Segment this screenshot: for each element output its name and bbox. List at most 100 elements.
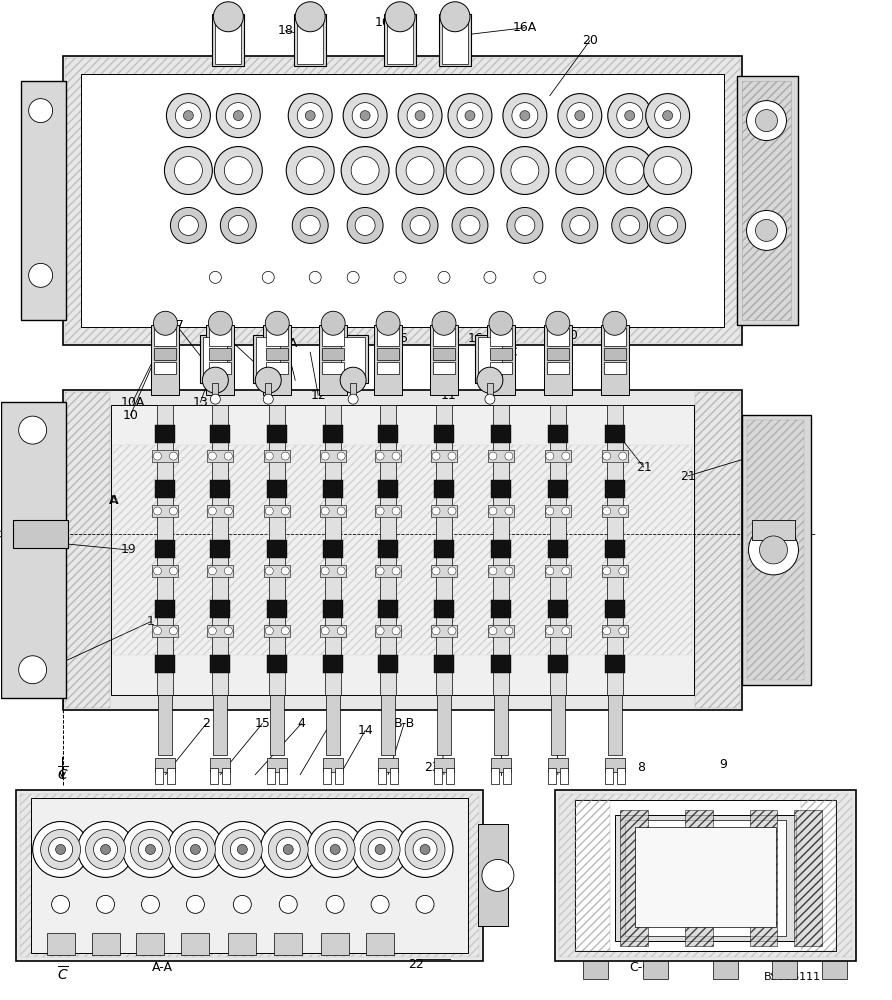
Bar (547, 362, 569, 374)
Bar (168, 768, 176, 784)
Text: 4: 4 (297, 717, 305, 730)
Circle shape (503, 94, 547, 138)
Bar (376, 450, 401, 462)
Circle shape (321, 627, 329, 635)
Bar (741, 415, 812, 685)
Circle shape (255, 367, 281, 393)
Text: 9: 9 (720, 758, 728, 771)
Circle shape (225, 452, 232, 460)
Bar (377, 362, 399, 374)
Circle shape (355, 215, 376, 235)
Bar (605, 758, 624, 772)
Circle shape (265, 452, 273, 460)
Circle shape (624, 111, 635, 121)
Circle shape (615, 157, 644, 184)
Circle shape (86, 829, 126, 869)
Circle shape (184, 111, 194, 121)
Bar (488, 505, 514, 517)
Circle shape (323, 837, 347, 861)
Bar (378, 655, 398, 673)
Bar (548, 600, 568, 618)
Text: 16A: 16A (274, 337, 299, 350)
Bar (207, 505, 234, 517)
Text: 7: 7 (553, 717, 561, 730)
Circle shape (352, 103, 378, 129)
Bar (605, 600, 624, 618)
Bar (490, 362, 512, 374)
Bar (268, 655, 287, 673)
Bar (491, 768, 499, 784)
Bar (442, 16, 468, 64)
Circle shape (505, 627, 513, 635)
Bar (772, 961, 797, 979)
Bar (212, 405, 228, 695)
Circle shape (612, 207, 648, 243)
Bar (378, 758, 398, 772)
Circle shape (340, 367, 366, 393)
Bar (323, 540, 343, 558)
Bar (431, 450, 457, 462)
Circle shape (347, 271, 359, 283)
Circle shape (566, 157, 594, 184)
Text: B-B: B-B (393, 717, 415, 730)
Circle shape (603, 567, 611, 575)
Bar (152, 325, 179, 395)
Bar (351, 383, 356, 395)
Bar (326, 695, 340, 755)
Bar (494, 695, 508, 755)
Bar (604, 348, 625, 360)
Bar (268, 425, 287, 443)
Bar (615, 815, 797, 941)
Text: 21: 21 (636, 461, 651, 474)
Circle shape (265, 627, 273, 635)
Circle shape (649, 207, 686, 243)
Bar (488, 450, 514, 462)
Circle shape (644, 147, 691, 194)
Circle shape (415, 111, 425, 121)
Text: 20: 20 (562, 329, 578, 342)
Bar (548, 758, 568, 772)
Circle shape (620, 215, 640, 235)
Bar (279, 768, 287, 784)
Bar (431, 505, 457, 517)
Circle shape (397, 821, 453, 877)
Bar (602, 450, 628, 462)
Circle shape (176, 103, 202, 129)
Text: 10A: 10A (120, 396, 145, 409)
Circle shape (337, 567, 345, 575)
Circle shape (211, 394, 220, 404)
Circle shape (337, 627, 345, 635)
Text: 19: 19 (120, 543, 136, 556)
Bar (558, 794, 853, 957)
Bar (434, 480, 454, 498)
Bar (153, 505, 178, 517)
Circle shape (562, 207, 598, 243)
Circle shape (288, 94, 332, 138)
Circle shape (432, 507, 440, 515)
Bar (434, 758, 454, 772)
Bar (491, 480, 511, 498)
Circle shape (562, 567, 570, 575)
Text: 3205: 3205 (264, 350, 273, 369)
Circle shape (96, 895, 114, 913)
Bar (155, 655, 176, 673)
Circle shape (142, 895, 160, 913)
Circle shape (756, 110, 778, 132)
Circle shape (456, 157, 484, 184)
Bar (551, 695, 565, 755)
Circle shape (654, 157, 681, 184)
Circle shape (432, 452, 440, 460)
Circle shape (460, 215, 480, 235)
Bar (155, 540, 176, 558)
Circle shape (263, 394, 273, 404)
Bar (228, 933, 256, 955)
Circle shape (457, 103, 483, 129)
Circle shape (446, 147, 494, 194)
Bar (1, 402, 66, 698)
Bar (215, 16, 242, 64)
Bar (380, 405, 396, 695)
Bar (322, 348, 344, 360)
Circle shape (209, 311, 232, 335)
Bar (488, 565, 514, 577)
Circle shape (448, 507, 456, 515)
